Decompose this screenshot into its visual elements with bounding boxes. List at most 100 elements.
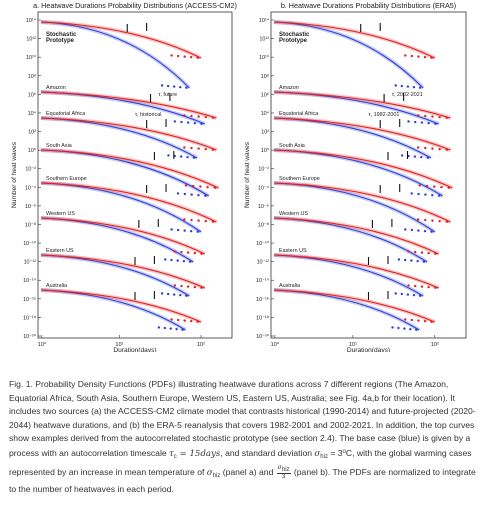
base-point [410, 228, 414, 232]
base-point [170, 228, 173, 231]
base-point [403, 327, 406, 330]
curve-shadow [40, 288, 202, 324]
y-tick-label: 10⁻⁸ [258, 222, 269, 228]
y-tick-label: 10² [28, 130, 36, 136]
warm-point [430, 320, 433, 323]
x-tick-label: 10² [431, 342, 439, 348]
y-tick-label: 10⁻¹⁴ [23, 278, 37, 284]
warm-point [193, 251, 197, 255]
y-tick-label: 10⁻⁴ [25, 185, 37, 191]
heatwave-figure: a. Heatwave Durations Probability Distri… [11, 1, 467, 352]
region-label: Western US [279, 211, 308, 217]
warm-point [416, 146, 420, 149]
base-point [183, 192, 187, 196]
panel-title: a. Heatwave Durations Probability Distri… [33, 1, 237, 10]
warm-point [447, 186, 450, 189]
base-point [397, 258, 401, 261]
base-point [431, 193, 434, 197]
warm-point [424, 146, 427, 150]
x-tick-label: 10¹ [115, 342, 123, 348]
warm-point [197, 115, 200, 118]
base-point [403, 258, 407, 262]
x-tick-label: 10² [197, 342, 205, 348]
y-tick-label: 10⁻² [258, 167, 269, 173]
base-point [420, 155, 423, 159]
curve-shadow [273, 288, 436, 324]
y-tick-label: 10¹⁰ [26, 54, 36, 61]
warm-point [199, 185, 202, 188]
base-point [417, 192, 420, 196]
base-point [160, 84, 164, 87]
warm-point [176, 54, 180, 58]
y-tick-label: 10⁻⁸ [25, 222, 36, 228]
warm-point [445, 220, 449, 223]
warm-point [190, 146, 193, 150]
warm-point [414, 284, 417, 288]
base-point [424, 193, 427, 196]
region-label: Amazon [46, 85, 66, 91]
base-point [197, 193, 200, 197]
base-point [204, 194, 207, 197]
warm-point [211, 148, 215, 151]
base-point [413, 155, 417, 158]
warm-curve [273, 217, 439, 255]
y-tick-label: 10¹² [26, 37, 36, 43]
panel-a: a. Heatwave Durations Probability Distri… [11, 1, 237, 352]
warm-point [180, 284, 183, 288]
y-axis-label: Number of heat waves [11, 141, 18, 208]
base-point [179, 293, 182, 297]
base-point [188, 260, 192, 263]
warm-point [191, 184, 195, 188]
x-tick-label: 10¹ [349, 342, 357, 348]
region-label: Prototype [279, 38, 308, 44]
warm-point [423, 319, 427, 323]
y-tick-label: 10⁻⁶ [25, 204, 36, 210]
y-tick-label: 10⁸ [28, 74, 36, 80]
warm-point [404, 318, 407, 321]
warm-point [200, 286, 203, 289]
y-axis-label: Number of heat waves [244, 141, 251, 208]
base-point [183, 229, 186, 232]
warm-point [197, 147, 200, 150]
base-point [157, 326, 161, 329]
warm-point [445, 148, 449, 151]
warm-curve [40, 254, 206, 289]
region-label: Equatorial Africa [46, 111, 85, 117]
base-point [430, 230, 433, 233]
warm-point [189, 319, 193, 323]
warm-point [213, 186, 217, 189]
y-tick-label: 10⁻¹⁶ [256, 297, 269, 303]
base-point [417, 229, 420, 232]
x-axis-label: Duration(days) [347, 347, 390, 352]
base-point [412, 85, 416, 89]
warm-point [189, 55, 193, 59]
region-label: Stochastic [46, 32, 77, 38]
x-tick-label: 10⁰ [271, 341, 280, 348]
base-point [163, 326, 166, 330]
x-tick-label: 10⁰ [38, 341, 47, 348]
warm-point [196, 320, 199, 323]
base-point [427, 121, 430, 125]
base-point [412, 293, 416, 297]
y-tick-label: 10⁸ [261, 74, 269, 80]
base-point [409, 327, 412, 331]
warm-point [418, 184, 421, 187]
base-point [400, 292, 404, 296]
base-point [185, 294, 188, 297]
base-point [406, 85, 410, 88]
warm-point [431, 115, 434, 118]
warm-point [424, 114, 427, 118]
warm-curve [40, 117, 217, 151]
region-label: Amazon [279, 85, 299, 91]
warm-point [196, 56, 199, 59]
base-point [172, 293, 176, 296]
figure-caption: Fig. 1. Probability Density Functions (P… [9, 378, 483, 497]
sigma-symbol: σ [314, 448, 321, 459]
warm-point [211, 116, 215, 119]
y-tick-label: 10⁻⁴ [258, 185, 270, 191]
base-point [400, 84, 404, 88]
base-point [172, 85, 176, 88]
region-label: Western US [46, 211, 75, 217]
base-point [176, 259, 179, 262]
warm-point [417, 55, 420, 58]
